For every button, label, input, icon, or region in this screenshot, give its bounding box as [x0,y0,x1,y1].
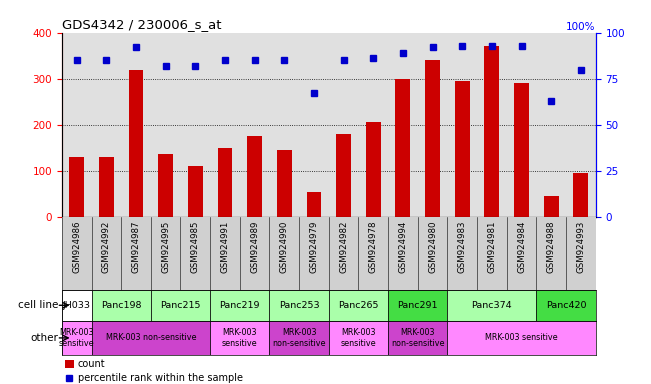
Bar [217,148,232,217]
Text: GSM924993: GSM924993 [576,220,585,273]
Text: MRK-003
sensitive: MRK-003 sensitive [59,328,94,348]
Bar [366,122,381,217]
Text: Panc420: Panc420 [546,301,587,310]
Text: GSM924983: GSM924983 [458,220,467,273]
Bar [158,154,173,217]
Bar [62,290,92,321]
Text: GSM924980: GSM924980 [428,220,437,273]
Text: Panc215: Panc215 [160,301,201,310]
Bar [425,60,440,217]
Bar [247,136,262,217]
Bar [210,290,270,321]
Bar [329,290,388,321]
Text: Panc253: Panc253 [279,301,320,310]
Bar [128,70,143,217]
Bar [69,157,84,217]
Bar [447,290,536,321]
Text: Panc265: Panc265 [338,301,379,310]
Text: GSM924991: GSM924991 [221,220,229,273]
Text: percentile rank within the sample: percentile rank within the sample [78,372,243,383]
Bar [92,321,210,355]
Text: MRK-003 non-sensitive: MRK-003 non-sensitive [105,333,196,343]
Bar [536,290,596,321]
Text: other: other [31,333,59,343]
Text: GSM924990: GSM924990 [280,220,289,273]
Text: GSM924995: GSM924995 [161,220,170,273]
Text: 100%: 100% [566,22,596,32]
Bar [188,166,202,217]
Bar [92,290,151,321]
Text: MRK-003
non-sensitive: MRK-003 non-sensitive [391,328,445,348]
Text: GSM924978: GSM924978 [368,220,378,273]
Text: GSM924992: GSM924992 [102,220,111,273]
Bar [62,321,92,355]
Bar [388,290,447,321]
Text: GSM924994: GSM924994 [398,220,408,273]
Bar [270,290,329,321]
Bar [574,173,589,217]
Bar [544,196,559,217]
Text: MRK-003
sensitive: MRK-003 sensitive [222,328,258,348]
Text: Panc219: Panc219 [219,301,260,310]
Text: GSM924989: GSM924989 [250,220,259,273]
Text: count: count [78,359,105,369]
Text: GSM924985: GSM924985 [191,220,200,273]
Bar [270,321,329,355]
Bar [388,321,447,355]
Bar [210,321,270,355]
Text: Panc198: Panc198 [101,301,141,310]
Text: GSM924982: GSM924982 [339,220,348,273]
Bar [277,150,292,217]
Bar [336,134,351,217]
Text: Panc374: Panc374 [471,301,512,310]
Text: MRK-003
sensitive: MRK-003 sensitive [340,328,376,348]
Bar [329,321,388,355]
Bar [64,360,74,368]
Text: GSM924979: GSM924979 [309,220,318,273]
Bar [447,321,596,355]
Bar [455,81,469,217]
Text: GSM924986: GSM924986 [72,220,81,273]
Text: cell line: cell line [18,300,59,310]
Bar [151,290,210,321]
Bar [307,192,322,217]
Text: GDS4342 / 230006_s_at: GDS4342 / 230006_s_at [62,18,221,31]
Text: GSM924981: GSM924981 [488,220,496,273]
Text: JH033: JH033 [62,301,90,310]
Bar [484,46,499,217]
Text: Panc291: Panc291 [398,301,438,310]
Bar [514,83,529,217]
Text: GSM924988: GSM924988 [547,220,556,273]
Text: GSM924987: GSM924987 [132,220,141,273]
Text: MRK-003
non-sensitive: MRK-003 non-sensitive [272,328,326,348]
Bar [396,79,410,217]
Text: GSM924984: GSM924984 [517,220,526,273]
Text: MRK-003 sensitive: MRK-003 sensitive [485,333,558,343]
Bar [99,157,114,217]
